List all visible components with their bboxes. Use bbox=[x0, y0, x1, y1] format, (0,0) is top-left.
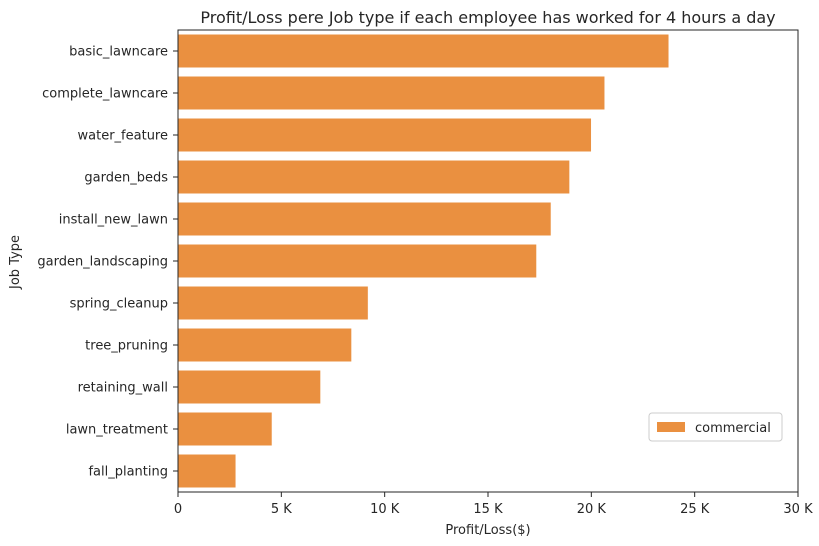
x-tick-label: 30 K bbox=[783, 502, 813, 517]
chart-title: Profit/Loss pere Job type if each employ… bbox=[200, 8, 775, 27]
legend-swatch-commercial bbox=[657, 422, 685, 432]
y-tick-label: retaining_wall bbox=[78, 381, 168, 396]
bars-layer bbox=[177, 33, 670, 489]
y-tick-label: tree_pruning bbox=[85, 339, 168, 354]
y-tick-label: garden_landscaping bbox=[37, 255, 168, 270]
bar-fall-planting bbox=[177, 453, 237, 489]
y-tick-label: water_feature bbox=[78, 129, 168, 144]
bar-retaining-wall bbox=[177, 369, 321, 405]
x-tick-label: 15 K bbox=[473, 502, 503, 517]
y-axis: basic_lawncare complete_lawncare water_fea… bbox=[37, 45, 178, 480]
bar-install-new-lawn bbox=[177, 201, 552, 237]
y-tick-label: spring_cleanup bbox=[70, 297, 168, 312]
legend-box bbox=[648, 412, 783, 442]
x-tick-label: 0 bbox=[174, 502, 182, 517]
bar-water-feature bbox=[177, 117, 592, 153]
bar-complete-lawncare bbox=[177, 75, 606, 111]
y-tick-label: basic_lawncare bbox=[69, 45, 168, 60]
bar-basic-lawncare bbox=[177, 33, 670, 69]
legend: commercial bbox=[648, 412, 783, 442]
x-axis: 0 5 K 10 K 15 K 20 K 25 K 30 K bbox=[174, 492, 813, 517]
y-tick-label: install_new_lawn bbox=[59, 213, 168, 228]
x-tick-label: 10 K bbox=[370, 502, 400, 517]
bar-tree-pruning bbox=[177, 327, 352, 363]
y-tick-label: complete_lawncare bbox=[42, 87, 168, 102]
x-tick-label: 5 K bbox=[271, 502, 292, 517]
y-tick-label: lawn_treatment bbox=[66, 423, 168, 438]
bar-garden-beds bbox=[177, 159, 570, 195]
x-tick-label: 25 K bbox=[680, 502, 710, 517]
bar-spring-cleanup bbox=[177, 285, 369, 321]
bar-lawn-treatment bbox=[177, 411, 273, 447]
y-tick-label: fall_planting bbox=[88, 465, 168, 480]
x-tick-label: 20 K bbox=[577, 502, 607, 517]
legend-label-commercial: commercial bbox=[695, 421, 771, 436]
x-axis-title: Profit/Loss($) bbox=[445, 523, 530, 538]
y-tick-label: garden_beds bbox=[84, 171, 168, 186]
bar-garden-landscaping bbox=[177, 243, 537, 279]
y-axis-title: Job Type bbox=[8, 235, 23, 290]
